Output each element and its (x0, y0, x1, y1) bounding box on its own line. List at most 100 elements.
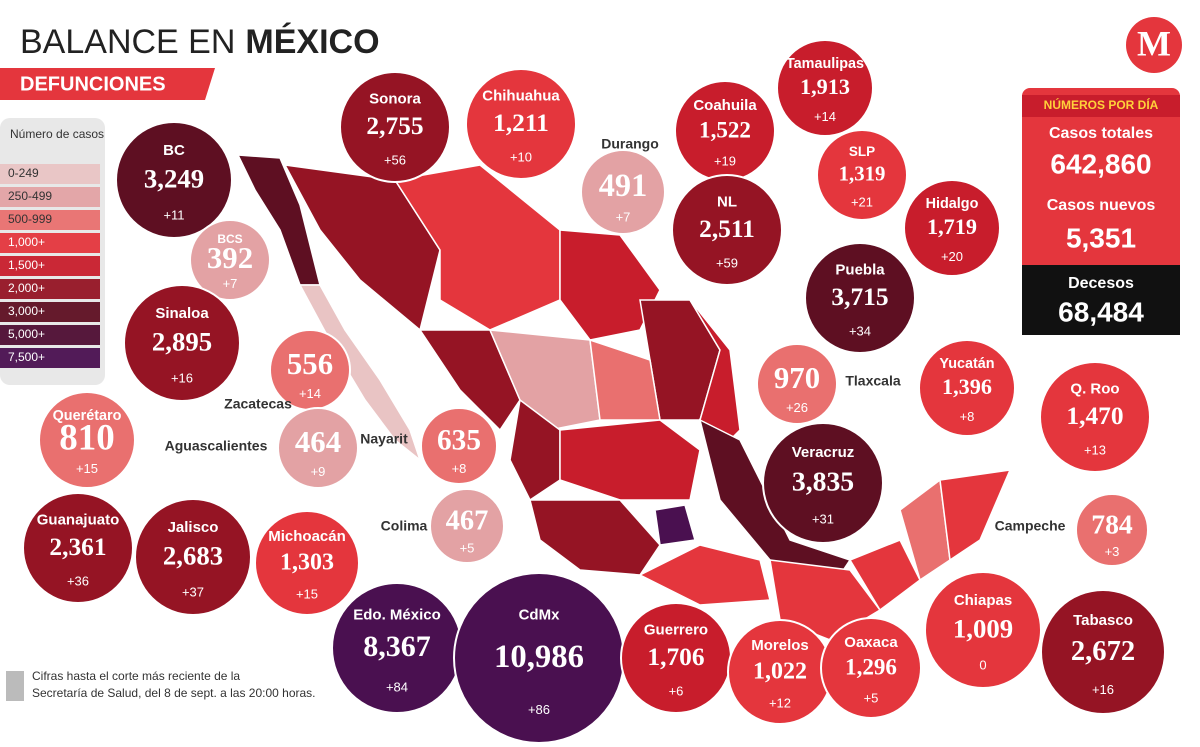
state-name: Coahuila (693, 97, 757, 114)
state-bubble (254, 510, 360, 616)
state-new: +16 (171, 370, 193, 385)
legend-label: 3,000+ (8, 304, 45, 318)
state-total: 2,511 (699, 215, 755, 243)
state-bubble (339, 71, 451, 183)
state-name: Michoacán (268, 528, 346, 545)
legend-swatch (0, 187, 100, 207)
stats-new: 5,351 (1066, 222, 1136, 253)
state-name: Morelos (751, 637, 809, 654)
state-bubble (804, 242, 916, 354)
title-bold: MÉXICO (245, 23, 379, 61)
legend-swatch (0, 302, 100, 322)
state-new: +26 (786, 400, 808, 415)
stats-header-bg (1022, 95, 1180, 117)
state-bubble (816, 129, 908, 221)
state-total: 1,303 (280, 550, 334, 576)
legend-swatch (0, 348, 100, 368)
state-new: +31 (812, 512, 834, 527)
state-total: 1,706 (647, 643, 704, 671)
state-new: +9 (311, 464, 326, 479)
state-total: 8,367 (363, 630, 431, 663)
state-name: Hidalgo (926, 196, 979, 212)
state-new: +6 (669, 684, 684, 699)
state-name: Veracruz (792, 444, 855, 461)
state-total: 2,895 (152, 326, 212, 356)
state-total: 970 (774, 361, 820, 395)
state-new: +37 (182, 584, 204, 599)
state-name: Tlaxcala (845, 373, 900, 389)
state-total: 810 (59, 417, 115, 458)
state-bubble (776, 39, 874, 137)
state-name: Querétaro (53, 408, 122, 424)
stats-total-label: Casos totales (1049, 125, 1153, 142)
state-total: 2,361 (49, 533, 106, 561)
state-new: +10 (510, 150, 532, 165)
state-name: Edo. México (353, 606, 441, 623)
state-total: 1,009 (953, 613, 1013, 643)
state-total: 1,022 (753, 659, 807, 685)
state-bubble (277, 407, 359, 489)
state-new: +34 (849, 324, 871, 339)
state-name: Sonora (369, 90, 421, 107)
state-name: Nayarit (360, 431, 408, 447)
state-name: NL (717, 193, 737, 210)
state-new: +13 (1084, 443, 1106, 458)
state-new: +16 (1092, 682, 1114, 697)
state-name: Jalisco (168, 519, 219, 536)
state-name: Sinaloa (155, 305, 209, 322)
state-total: 392 (207, 241, 253, 275)
state-bubble (918, 339, 1016, 437)
stats-deaths-label: Decesos (1068, 275, 1134, 292)
state-new: +12 (769, 696, 791, 711)
legend-label: 0-249 (8, 166, 39, 180)
state-bubble (123, 284, 241, 402)
title-plain: BALANCE EN (20, 23, 235, 61)
legend-swatch (0, 279, 100, 299)
state-name: BC (163, 142, 185, 159)
stats-title: NÚMEROS POR DÍA (1044, 97, 1159, 112)
state-name: Puebla (835, 261, 885, 278)
state-total: 1,296 (845, 653, 897, 679)
state-name: Oaxaca (844, 634, 898, 651)
state-total: 464 (295, 425, 341, 459)
title: BALANCE EN MÉXICO (20, 23, 380, 61)
state-new: +15 (296, 587, 318, 602)
state-total: 3,715 (831, 283, 888, 311)
state-name: Chiapas (954, 592, 1012, 609)
legend-label: 1,500+ (8, 258, 45, 272)
legend-swatch (0, 256, 100, 276)
state-total: 467 (446, 506, 489, 537)
state-total: 1,396 (942, 374, 992, 399)
legend-title: Número de casos (10, 127, 104, 141)
state-total: 491 (599, 167, 647, 203)
state-bubble (903, 179, 1001, 277)
state-bubble (465, 68, 577, 180)
state-name: Guanajuato (37, 511, 120, 528)
state-new: +7 (616, 209, 631, 224)
state-total: 2,755 (366, 112, 423, 140)
state-bubble (38, 391, 136, 489)
state-new: +3 (1105, 544, 1120, 559)
legend-swatch (0, 210, 100, 230)
state-new: +86 (528, 702, 550, 717)
state-bubble (671, 174, 783, 286)
state-bubble (429, 488, 505, 564)
state-new: +14 (814, 109, 836, 124)
state-total: 556 (287, 347, 333, 381)
state-total: 1,719 (927, 214, 977, 239)
state-new: +7 (223, 276, 238, 291)
state-bubble (420, 407, 498, 485)
state-total: 1,319 (839, 163, 886, 186)
state-total: 3,249 (144, 163, 204, 193)
state-total: 2,683 (163, 540, 223, 570)
state-name: Durango (601, 136, 659, 152)
state-total: 10,986 (494, 639, 584, 675)
state-bubble (762, 422, 884, 544)
state-new: +5 (460, 540, 475, 555)
state-bubble (115, 121, 233, 239)
state-new: +19 (714, 153, 736, 168)
state-total: 3,835 (792, 466, 854, 497)
state-bubble (580, 149, 666, 235)
state-new: 0 (979, 657, 986, 672)
subtitle: DEFUNCIONES (20, 73, 166, 95)
